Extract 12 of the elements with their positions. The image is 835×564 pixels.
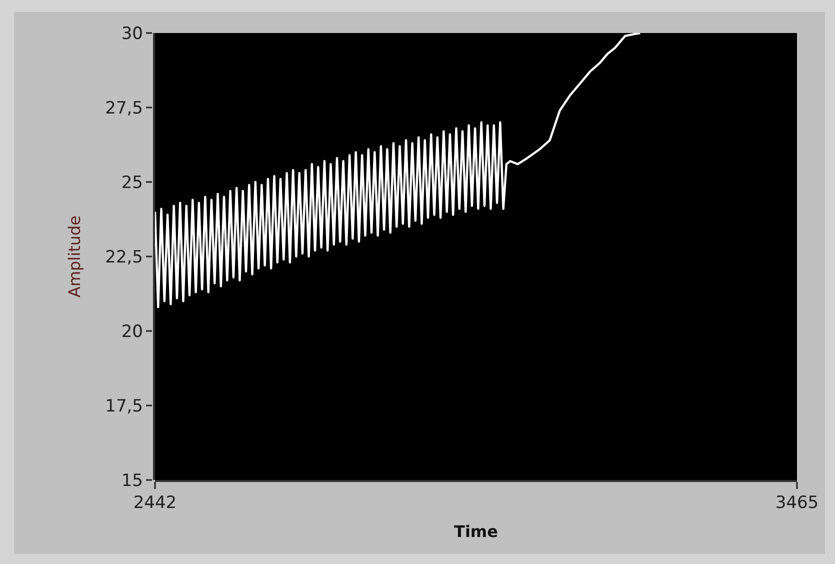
y-tick-label: 22,5 [105, 247, 143, 268]
x-tick-label: 2442 [133, 493, 177, 513]
y-tick-label: 27,5 [105, 98, 143, 118]
y-tick-label: 30 [121, 24, 143, 44]
y-tick-label: 25 [121, 172, 143, 193]
y-tick-label: 15 [121, 470, 143, 491]
line-series [155, 33, 642, 308]
y-tick-label: 17,5 [105, 396, 143, 416]
x-axis-title: Time [454, 522, 498, 541]
y-axis-title: Amplitude [65, 216, 84, 298]
y-tick-label: 20 [121, 322, 143, 342]
x-tick-label: 3465 [775, 493, 819, 513]
